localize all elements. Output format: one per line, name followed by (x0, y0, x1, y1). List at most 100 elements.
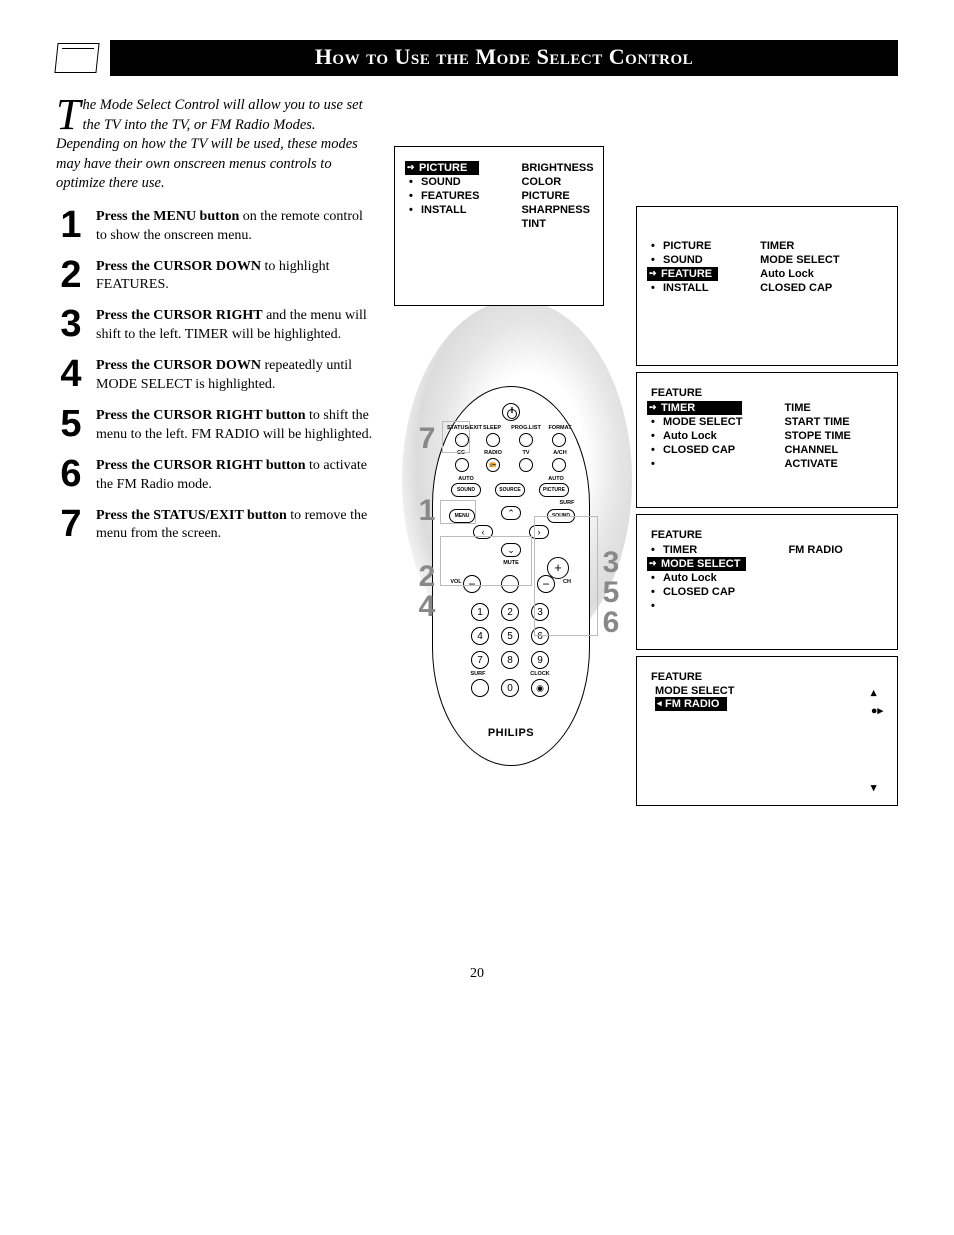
osd-selected: FM RADIO (655, 697, 727, 711)
step-3: 3 Press the CURSOR RIGHT and the menu wi… (56, 307, 376, 345)
arrow-down-icon: ▾ (871, 780, 883, 798)
page-header: How to Use the Mode Select Control (56, 40, 898, 76)
osd-item: CLOSED CAP (748, 281, 839, 295)
brand-logo: PHILIPS (433, 727, 589, 739)
cc-button[interactable] (455, 458, 469, 472)
osd-screen-fmradio: FEATURE MODE SELECT FM RADIO ▴ ●▸ ▾ (636, 656, 898, 806)
step-text: Press the CURSOR DOWN to highlight FEATU… (96, 258, 376, 296)
osd-item: PICTURE (651, 239, 718, 253)
osd-item: TIMER (748, 239, 839, 253)
sleep-button[interactable] (486, 433, 500, 447)
step-1: 1 Press the MENU button on the remote co… (56, 208, 376, 246)
step-bold: Press the CURSOR RIGHT button (96, 458, 306, 473)
step-number: 5 (56, 407, 86, 445)
osd-left-list: TIMER MODE SELECT Auto Lock CLOSED CAP (651, 401, 742, 471)
intro-paragraph: The Mode Select Control will allow you t… (56, 96, 376, 194)
dropcap: T (56, 96, 82, 133)
surf-label-2: SURF (467, 671, 489, 677)
osd-item: COLOR (509, 175, 593, 189)
osd-sub: MODE SELECT (655, 685, 734, 697)
tv-button[interactable] (519, 458, 533, 472)
callout-box-1 (440, 500, 476, 524)
manual-page-icon (54, 43, 99, 73)
step-bold: Press the STATUS/EXIT button (96, 508, 287, 523)
num-8-button[interactable]: 8 (501, 651, 519, 669)
step-bold: Press the MENU button (96, 209, 239, 224)
num-5-button[interactable]: 5 (501, 627, 519, 645)
callout-1: 1 (416, 494, 438, 528)
osd-item: Auto Lock (748, 267, 839, 281)
step-6: 6 Press the CURSOR RIGHT button to activ… (56, 457, 376, 495)
radio-button[interactable]: 📻 (486, 458, 500, 472)
osd-item: MODE SELECT (748, 253, 839, 267)
step-bold: Press the CURSOR DOWN (96, 358, 261, 373)
osd-item: CHANNEL (772, 443, 850, 457)
step-text: Press the STATUS/EXIT button to remove t… (96, 507, 376, 545)
ach-button[interactable] (552, 458, 566, 472)
num-9-button[interactable]: 9 (531, 651, 549, 669)
num-2-button[interactable]: 2 (501, 603, 519, 621)
osd-item: Auto Lock (651, 571, 746, 585)
radio-label: RADIO (481, 450, 505, 456)
osd-item (651, 599, 746, 601)
osd-item: STOPE TIME (772, 429, 850, 443)
osd-item: PICTURE (509, 189, 593, 203)
power-button[interactable] (502, 403, 520, 421)
step-7: 7 Press the STATUS/EXIT button to remove… (56, 507, 376, 545)
arrow-up-icon: ▴ (871, 685, 883, 703)
callout-2: 2 (416, 560, 438, 594)
step-number: 2 (56, 258, 86, 296)
num-1-button[interactable]: 1 (471, 603, 489, 621)
osd-item: BRIGHTNESS (509, 161, 593, 175)
osd-item: SOUND (409, 175, 479, 189)
osd-screen-timer: FEATURE TIMER MODE SELECT Auto Lock CLOS… (636, 372, 898, 508)
osd-right-list: FM RADIO (776, 543, 842, 601)
source-oval-button[interactable]: SOURCE (495, 483, 525, 497)
osd-item: TINT (509, 217, 593, 231)
step-number: 7 (56, 507, 86, 545)
callout-3: 3 (600, 546, 622, 580)
osd-item: SOUND (651, 253, 718, 267)
surf-label: SURF (555, 500, 579, 506)
osd-item: START TIME (772, 415, 850, 429)
num-4-button[interactable]: 4 (471, 627, 489, 645)
osd-heading: FEATURE (651, 387, 883, 399)
osd-right-list: TIMER MODE SELECT Auto Lock CLOSED CAP (748, 239, 839, 295)
sleep-label: SLEEP (481, 425, 503, 431)
osd-item: INSTALL (651, 281, 718, 295)
page-title: How to Use the Mode Select Control (110, 40, 898, 76)
step-2: 2 Press the CURSOR DOWN to highlight FEA… (56, 258, 376, 296)
osd-item (651, 457, 742, 459)
step-4: 4 Press the CURSOR DOWN repeatedly until… (56, 357, 376, 395)
page-number: 20 (56, 966, 898, 982)
step-5: 5 Press the CURSOR RIGHT button to shift… (56, 407, 376, 445)
osd-left-list: TIMER MODE SELECT Auto Lock CLOSED CAP (651, 543, 746, 601)
osd-item: CLOSED CAP (651, 443, 742, 457)
osd-item: TIME (772, 401, 850, 415)
osd-right-list: TIME START TIME STOPE TIME CHANNEL ACTIV… (772, 401, 850, 471)
num-7-button[interactable]: 7 (471, 651, 489, 669)
osd-right-list: BRIGHTNESS COLOR PICTURE SHARPNESS TINT (509, 161, 593, 231)
clock-button[interactable]: ◉ (531, 679, 549, 697)
instructions-column: The Mode Select Control will allow you t… (56, 96, 376, 556)
step-text: Press the CURSOR RIGHT button to shift t… (96, 407, 376, 445)
num-0-button[interactable]: 0 (501, 679, 519, 697)
surf-button[interactable] (471, 679, 489, 697)
sound-oval-button[interactable]: SOUND (451, 483, 481, 497)
osd-item: CLOSED CAP (651, 585, 746, 599)
step-number: 3 (56, 307, 86, 345)
osd-left-list: PICTURE SOUND FEATURE INSTALL (651, 239, 718, 295)
proglist-button[interactable] (519, 433, 533, 447)
intro-text: he Mode Select Control will allow you to… (56, 97, 363, 191)
step-number: 4 (56, 357, 86, 395)
picture-oval-button[interactable]: PICTURE (539, 483, 569, 497)
osd-item: PICTURE (405, 161, 479, 175)
osd-item: TIMER (651, 543, 746, 557)
osd-item: MODE SELECT (651, 415, 742, 429)
format-button[interactable] (552, 433, 566, 447)
osd-left-list: PICTURE SOUND FEATURES INSTALL (409, 161, 479, 231)
osd-item: FEATURE (647, 267, 718, 281)
step-bold: Press the CURSOR RIGHT (96, 308, 263, 323)
osd-item: FEATURES (409, 189, 479, 203)
cursor-up-button[interactable]: ⌃ (501, 506, 521, 520)
